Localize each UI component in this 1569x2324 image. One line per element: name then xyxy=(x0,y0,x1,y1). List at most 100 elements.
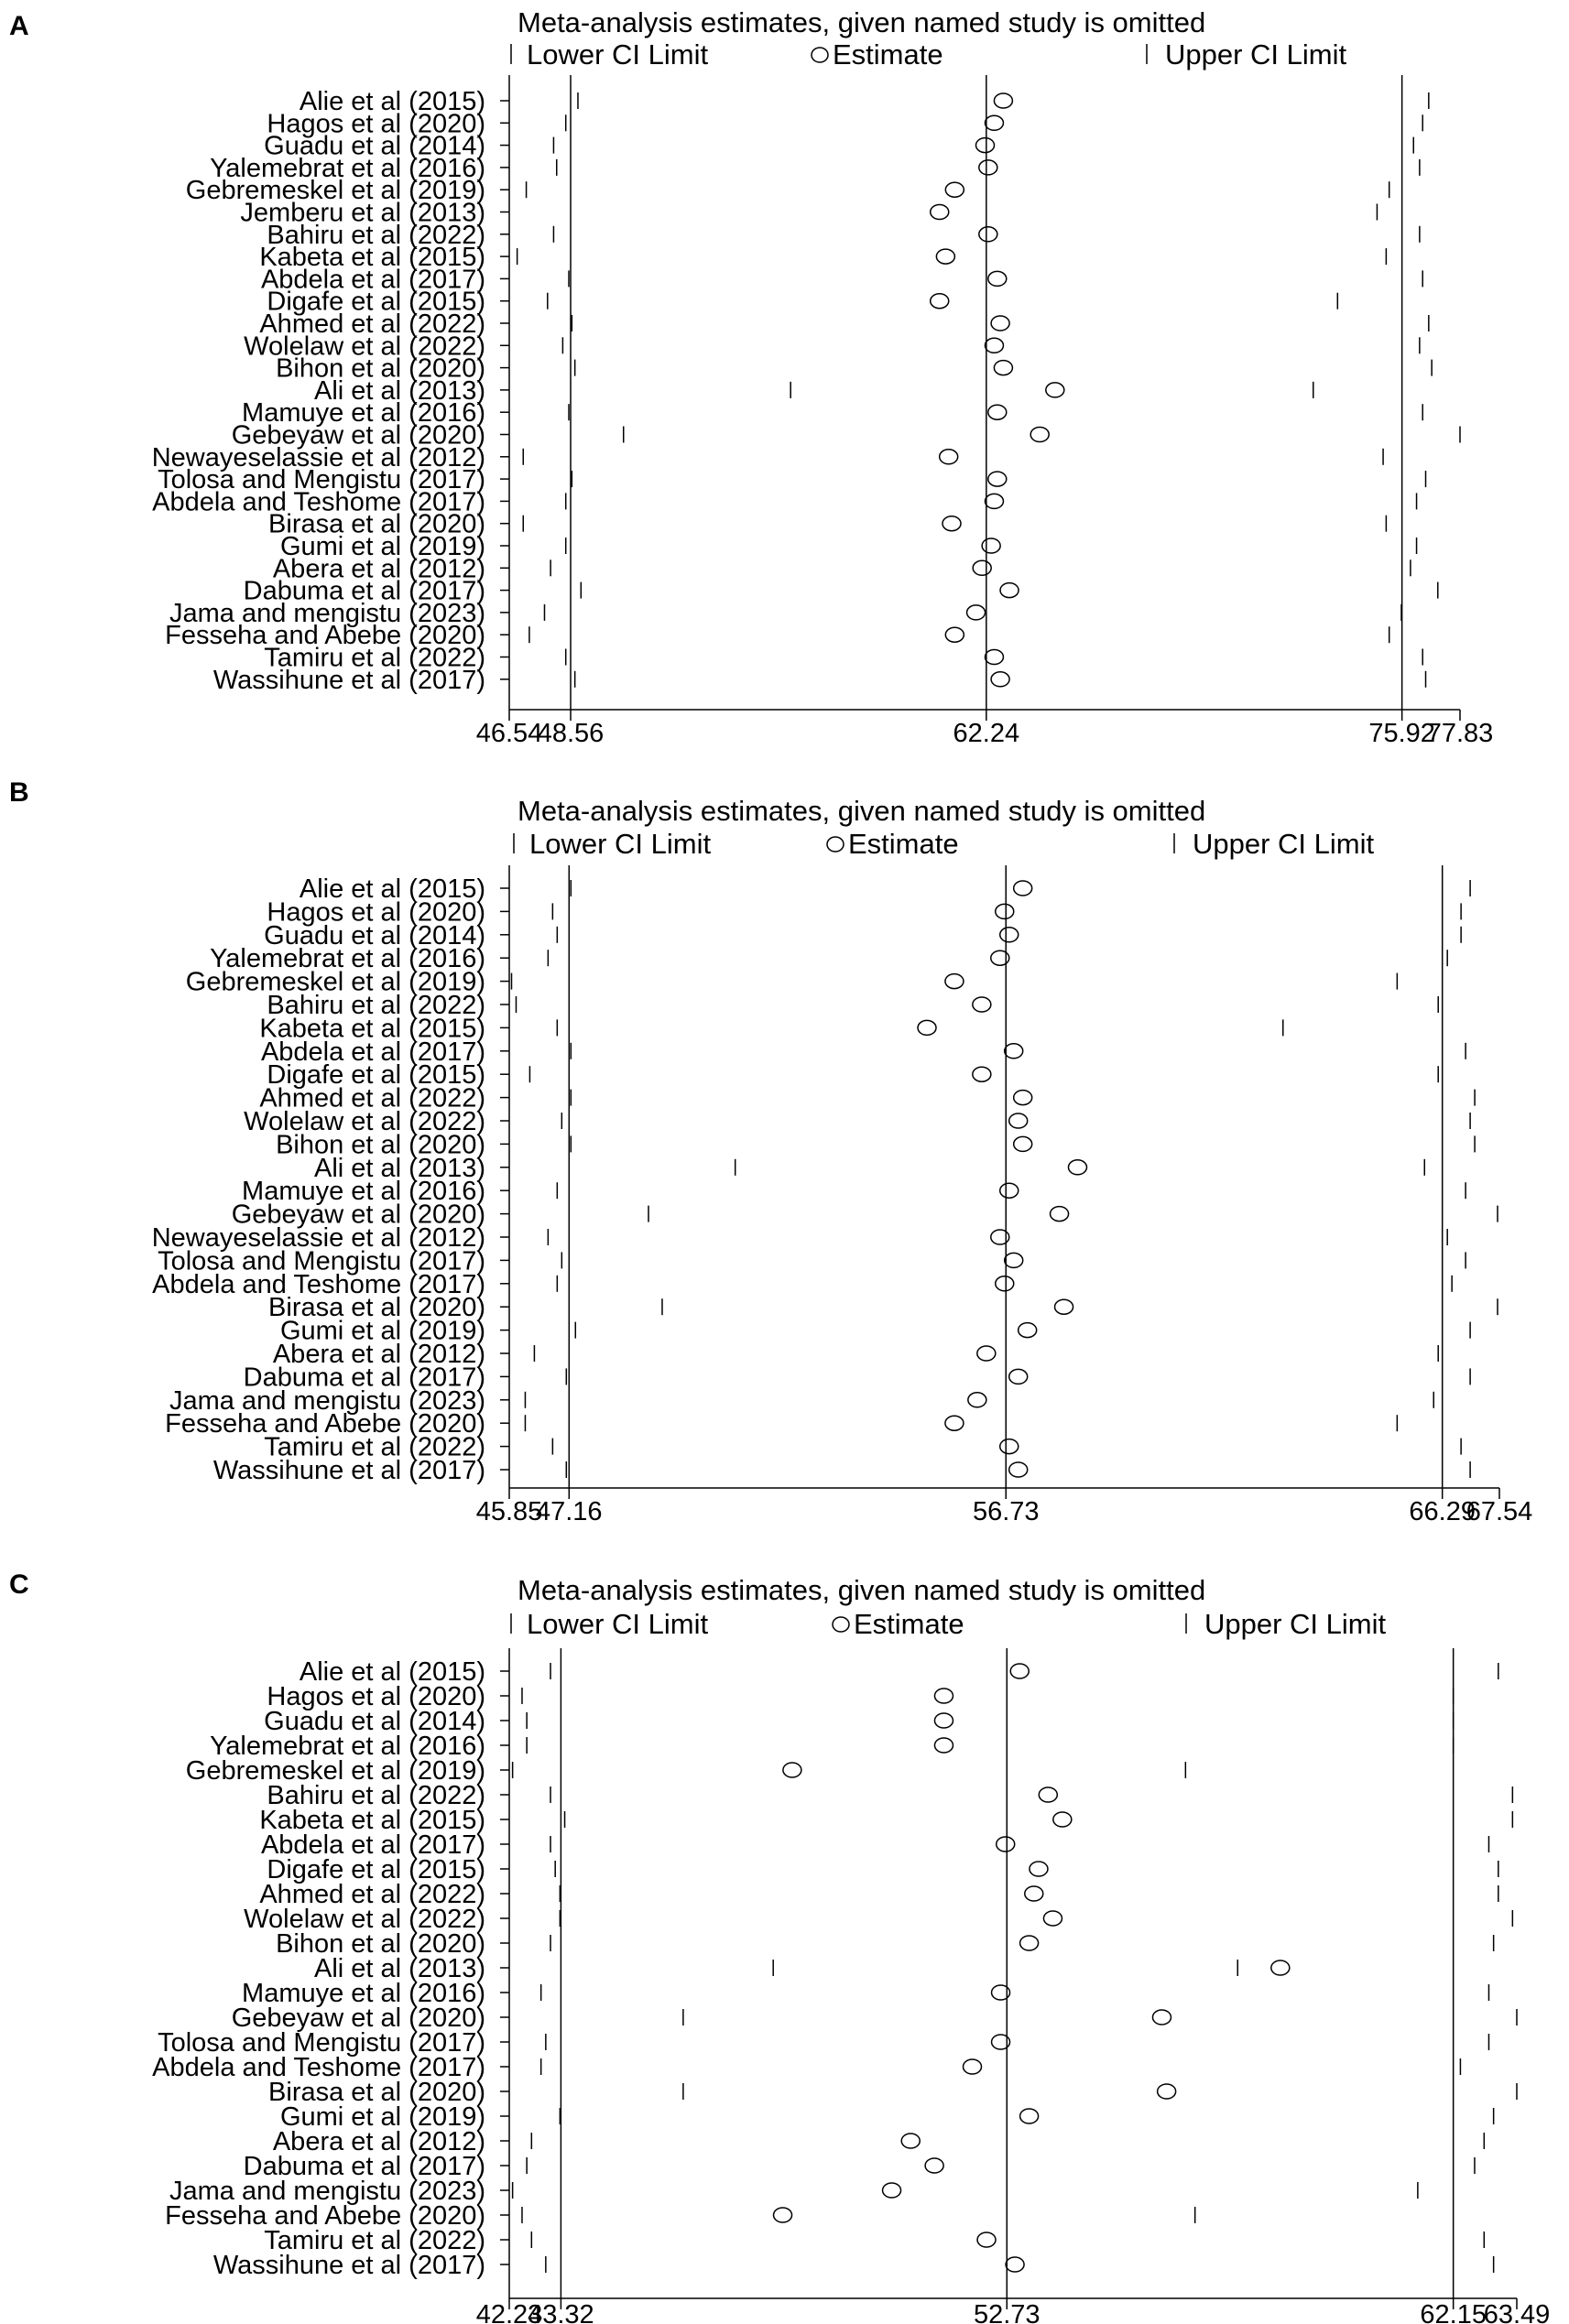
estimate-marker xyxy=(995,1836,1016,1852)
estimate-marker xyxy=(990,950,1010,966)
estimate-marker xyxy=(917,1019,937,1037)
study-label: Abdela et al (2017) xyxy=(261,1830,485,1860)
study-label: Digafe et al (2015) xyxy=(267,1060,485,1090)
estimate-marker xyxy=(967,1392,987,1408)
study-label: Yalemebrat et al (2016) xyxy=(210,154,485,183)
estimate-marker xyxy=(929,292,950,310)
study-label: Birasa et al (2020) xyxy=(268,2078,485,2107)
study-label: Yalemebrat et al (2016) xyxy=(210,1732,485,1761)
study-label: Abdela and Teshome (2017) xyxy=(152,1270,485,1299)
study-label: Gebremeskel et al (2019) xyxy=(186,968,485,997)
study-label: Digafe et al (2015) xyxy=(267,1855,485,1884)
estimate-marker xyxy=(987,270,1008,288)
study-label: Birasa et al (2020) xyxy=(268,1293,485,1322)
legend-upper-label: Upper CI Limit xyxy=(1165,38,1346,71)
legend: Lower CI Limit Estimate Upper CI Limit xyxy=(510,38,1346,71)
study-label: Ahmed et al (2022) xyxy=(259,1084,485,1113)
study-label: Hagos et al (2020) xyxy=(267,897,485,927)
study-label: Alie et al (2015) xyxy=(300,1657,485,1687)
study-label: Bahiru et al (2022) xyxy=(267,221,485,250)
study-label: Guadu et al (2014) xyxy=(264,921,485,950)
estimate-marker xyxy=(1156,2083,1177,2100)
study-label: Gumi et al (2019) xyxy=(280,1317,485,1346)
x-tick-label: 43.32 xyxy=(528,2300,594,2324)
study-label: Mamuye et al (2016) xyxy=(242,1177,485,1206)
estimate-marker xyxy=(942,515,962,532)
study-label: Newayeselassie et al (2012) xyxy=(152,1223,485,1253)
legend-estimate-label: Estimate xyxy=(854,1608,964,1640)
study-label: Jemberu et al (2013) xyxy=(240,199,485,228)
estimate-marker xyxy=(972,1066,992,1082)
estimate-marker xyxy=(900,2133,921,2149)
panel-c: C Meta-analysis estimates, given named st… xyxy=(9,1569,1550,2324)
estimate-marker xyxy=(933,1737,954,1754)
estimate-marker xyxy=(987,404,1008,420)
estimate-marker xyxy=(1038,1786,1059,1803)
x-tick-label: 77.83 xyxy=(1427,719,1494,748)
estimate-marker xyxy=(1052,1811,1073,1828)
study-label: Kabeta et al (2015) xyxy=(259,243,485,272)
panel-b: B Meta-analysis estimates, given named st… xyxy=(9,777,1532,1526)
estimate-marker xyxy=(1053,1298,1074,1315)
estimate-marker xyxy=(1005,2256,1025,2273)
study-label: Bahiru et al (2022) xyxy=(267,1781,485,1810)
study-label: Wolelaw et al (2022) xyxy=(244,1107,485,1136)
estimate-marker xyxy=(962,2058,983,2075)
estimate-marker xyxy=(984,337,1005,354)
study-label: Alie et al (2015) xyxy=(300,874,485,904)
estimate-marker xyxy=(999,581,1019,599)
estimate-marker xyxy=(1024,1885,1044,1902)
x-tick-label: 66.29 xyxy=(1409,1497,1476,1526)
estimate-marker xyxy=(1030,426,1050,443)
estimate-marker xyxy=(929,203,950,221)
study-label: Abdela et al (2017) xyxy=(261,265,485,294)
legend-lower-label: Lower CI Limit xyxy=(527,1608,708,1640)
legend-upper-label: Upper CI Limit xyxy=(1204,1608,1386,1640)
study-label: Jama and mengistu (2023) xyxy=(169,599,485,628)
estimate-marker xyxy=(981,538,1001,554)
x-tick-label: 62.15 xyxy=(1420,2300,1487,2324)
estimate-marker xyxy=(1012,1089,1033,1106)
estimate-marker xyxy=(990,1229,1010,1245)
study-label: Dabuma et al (2017) xyxy=(244,2152,485,2181)
estimate-marker xyxy=(1019,2108,1040,2124)
study-label: Tolosa and Mengistu (2017) xyxy=(158,465,485,494)
estimate-marker xyxy=(1012,1135,1033,1153)
estimate-marker xyxy=(1049,1205,1070,1222)
panel-letter: B xyxy=(9,777,29,808)
study-label: Tamiru et al (2022) xyxy=(264,2226,485,2255)
panel-letter: C xyxy=(9,1569,29,1600)
study-label: Fesseha and Abebe (2020) xyxy=(165,1409,485,1439)
estimate-marker xyxy=(976,1345,997,1362)
estimate-marker xyxy=(984,648,1005,666)
estimate-marker xyxy=(972,996,992,1013)
x-tick-label: 62.24 xyxy=(953,719,1020,748)
study-label: Fesseha and Abebe (2020) xyxy=(165,2201,485,2231)
legend-upper-label: Upper CI Limit xyxy=(1193,828,1374,860)
x-tick-label: 56.73 xyxy=(973,1497,1040,1526)
estimate-marker xyxy=(998,1438,1019,1455)
study-label: Gebeyaw et al (2020) xyxy=(232,2004,485,2033)
study-label: Jama and mengistu (2023) xyxy=(169,1386,485,1416)
study-label: Birasa et al (2020) xyxy=(268,510,485,539)
estimate-marker xyxy=(782,1762,802,1778)
study-label: Bihon et al (2020) xyxy=(276,1130,485,1159)
estimate-marker xyxy=(1017,1321,1038,1339)
study-label: Jama and mengistu (2023) xyxy=(169,2177,485,2206)
estimate-marker xyxy=(990,1984,1011,2001)
study-label: Hagos et al (2020) xyxy=(267,109,485,138)
study-label: Gumi et al (2019) xyxy=(280,2102,485,2132)
x-tick-label: 45.85 xyxy=(476,1497,543,1526)
estimate-marker xyxy=(993,359,1014,376)
study-label: Bihon et al (2020) xyxy=(276,1929,485,1959)
estimate-marker xyxy=(990,2034,1011,2050)
study-label: Gebeyaw et al (2020) xyxy=(232,421,485,451)
estimate-marker xyxy=(1008,1461,1029,1478)
estimate-marker xyxy=(998,927,1019,943)
x-tick-label: 63.49 xyxy=(1484,2300,1551,2324)
study-label: Newayeselassie et al (2012) xyxy=(152,443,485,472)
estimate-marker xyxy=(772,2207,793,2223)
estimate-marker xyxy=(1019,1935,1040,1951)
study-label: Bahiru et al (2022) xyxy=(267,991,485,1020)
study-label: Digafe et al (2015) xyxy=(267,288,485,317)
